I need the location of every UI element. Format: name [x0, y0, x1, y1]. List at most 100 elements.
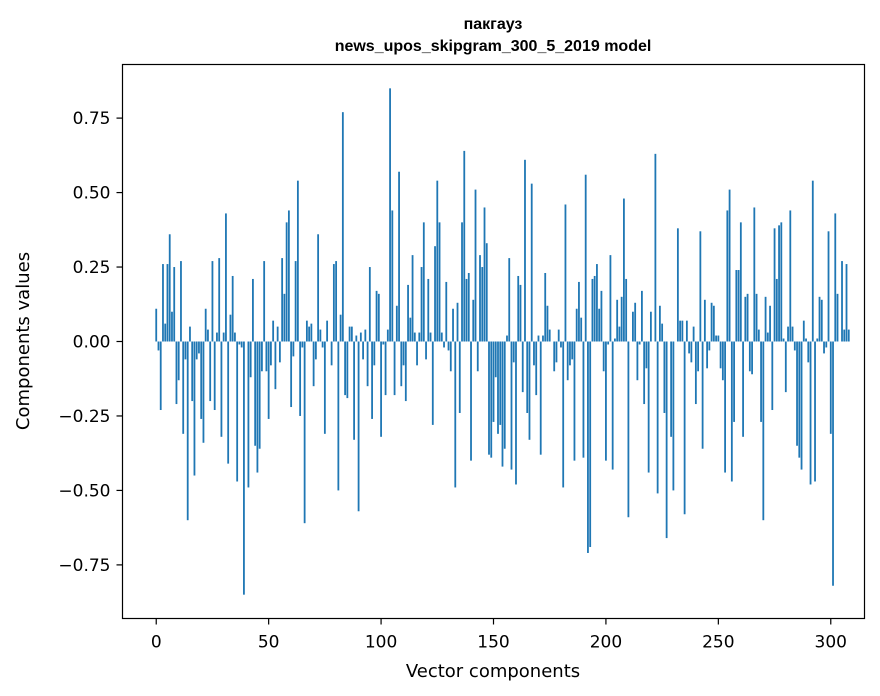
- bar: [303, 341, 306, 524]
- bar: [171, 311, 173, 342]
- bar: [472, 299, 475, 342]
- bar: [753, 207, 756, 342]
- bar: [490, 341, 493, 458]
- bar: [661, 323, 664, 342]
- bar: [182, 341, 185, 434]
- bar: [492, 341, 495, 422]
- bar: [373, 341, 376, 366]
- bar: [411, 255, 414, 342]
- bar: [474, 189, 477, 342]
- y-tick-label: 0.25: [73, 258, 111, 278]
- bar: [497, 341, 499, 434]
- bar: [409, 317, 412, 342]
- bar: [438, 222, 441, 342]
- bar: [582, 341, 585, 458]
- bar: [825, 341, 828, 348]
- bar: [202, 341, 205, 443]
- bar: [346, 341, 349, 399]
- bar: [508, 258, 511, 342]
- bar: [748, 341, 751, 372]
- bar: [261, 341, 263, 372]
- bar: [553, 341, 556, 372]
- bar: [416, 341, 418, 366]
- x-tick-label: 200: [590, 633, 622, 653]
- bar: [429, 332, 432, 342]
- bar: [593, 275, 596, 342]
- bar: [274, 341, 277, 390]
- bar: [247, 341, 250, 488]
- bar: [793, 341, 796, 351]
- bar: [663, 341, 666, 413]
- bar: [312, 341, 315, 387]
- bar: [546, 305, 549, 342]
- bar: [829, 341, 832, 434]
- bar: [213, 341, 216, 411]
- bar: [715, 335, 717, 342]
- bar: [425, 341, 427, 360]
- bar: [805, 338, 807, 342]
- bar: [706, 341, 709, 369]
- bar: [760, 341, 762, 422]
- bar: [270, 341, 272, 366]
- bar: [818, 296, 821, 342]
- bar: [643, 341, 646, 405]
- bar: [596, 264, 598, 342]
- bar: [697, 341, 700, 372]
- bar: [569, 341, 571, 366]
- bar: [207, 329, 209, 342]
- bar: [294, 261, 297, 342]
- bar: [476, 341, 479, 372]
- bar: [501, 341, 504, 467]
- bar: [186, 341, 189, 521]
- bar: [733, 341, 735, 422]
- bar: [751, 341, 753, 375]
- bar: [431, 341, 434, 425]
- bar: [418, 332, 421, 342]
- bar: [285, 222, 288, 342]
- bar: [368, 267, 371, 342]
- x-axis-ticks: 0 50 100 150 200 250 300: [151, 618, 847, 653]
- bar: [254, 341, 257, 446]
- bar: [467, 272, 470, 342]
- bar: [341, 112, 344, 342]
- bar: [216, 332, 218, 342]
- bar: [209, 341, 212, 402]
- bar: [339, 314, 342, 342]
- bar: [555, 341, 558, 363]
- bar: [191, 341, 194, 402]
- bar: [240, 341, 243, 348]
- bar: [344, 341, 346, 396]
- bar: [832, 341, 834, 586]
- bar: [364, 329, 367, 342]
- bar: [267, 341, 270, 419]
- bar: [807, 341, 810, 363]
- bar: [227, 341, 230, 464]
- bar: [198, 341, 200, 354]
- bar: [375, 290, 378, 342]
- bar: [173, 267, 176, 342]
- bar: [843, 329, 846, 342]
- bar: [413, 332, 416, 342]
- bar: [452, 308, 454, 342]
- bar: [299, 341, 302, 416]
- bar: [400, 341, 403, 387]
- bar: [530, 183, 533, 342]
- bar: [404, 341, 407, 402]
- bar: [544, 272, 547, 342]
- bar: [827, 231, 830, 342]
- bar: [276, 326, 279, 342]
- bar: [528, 341, 531, 440]
- bar: [775, 278, 778, 342]
- bar: [296, 180, 299, 342]
- bar: [789, 210, 792, 342]
- bar: [422, 222, 425, 342]
- bar: [377, 293, 380, 342]
- bar: [319, 329, 322, 342]
- bar: [353, 341, 355, 440]
- bar: [721, 341, 724, 381]
- bar: [735, 270, 738, 342]
- bar: [200, 341, 203, 419]
- bar: [234, 332, 236, 342]
- bar: [632, 311, 634, 342]
